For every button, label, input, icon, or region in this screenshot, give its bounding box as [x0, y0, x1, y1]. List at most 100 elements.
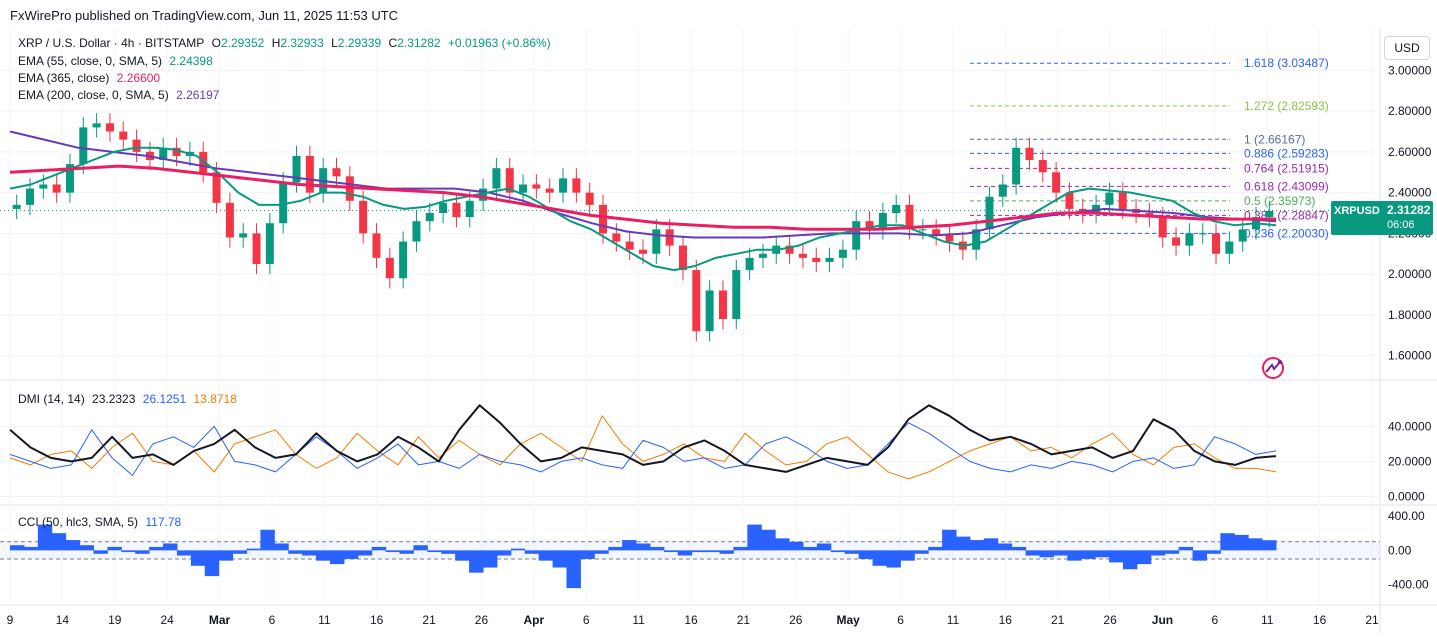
cci-bar: [552, 550, 567, 568]
candle-body: [105, 123, 114, 132]
tradingview-logo-icon[interactable]: [1260, 356, 1286, 380]
cci-bar: [622, 540, 637, 551]
dmi-plus-value: 26.1251: [142, 392, 187, 406]
cci-bar: [302, 550, 317, 556]
time-tick-label: 6: [583, 613, 590, 627]
cci-bar: [983, 538, 999, 551]
candle-body: [998, 184, 1007, 197]
candle-body: [785, 245, 794, 254]
ema365-value: 2.26600: [116, 71, 161, 85]
cci-bar: [789, 541, 804, 551]
ema-lines: [9, 130, 1277, 272]
cci-bar: [37, 524, 53, 551]
candle-body: [505, 168, 514, 193]
candle-body: [732, 270, 741, 320]
candle-body: [399, 241, 408, 279]
time-axis: 9 14 19 24 Mar 6 11 16 21 26 Apr 6 11 16 21 26 May 6 11 16 2…: [7, 613, 1379, 627]
time-tick-label: 16: [999, 613, 1013, 627]
open-label: O: [211, 36, 221, 50]
ema200-value: 2.26197: [176, 88, 220, 102]
price-tick-label: 1.80000: [1388, 308, 1432, 322]
candle-body: [385, 257, 394, 279]
cci-bar: [761, 529, 776, 551]
cci-bar: [566, 550, 581, 589]
cci-bar: [23, 546, 39, 551]
low-value: 2.29339: [337, 36, 382, 50]
cci-bar: [1122, 550, 1138, 570]
candle-body: [305, 155, 314, 193]
cci-bar: [149, 546, 164, 551]
time-tick-label: 26: [789, 613, 803, 627]
open-value: 2.29352: [220, 36, 265, 50]
cci-bar: [441, 550, 456, 554]
publisher-line: FxWirePro published on TradingView.com, …: [10, 8, 399, 23]
cci-bar: [1109, 550, 1124, 563]
candle-body: [225, 202, 234, 238]
candle-body: [372, 233, 381, 258]
time-tick-label: 26: [1103, 613, 1117, 627]
dmi-adx-line: [9, 404, 1277, 473]
ema365-legend[interactable]: EMA (365, close) 2.26600: [18, 71, 164, 85]
candle-body: [172, 147, 181, 156]
cci-bar: [371, 546, 387, 551]
high-label: H: [271, 36, 281, 50]
candle-body: [545, 188, 554, 193]
cci-legend[interactable]: CCI (50, hlc3, SMA, 5) 117.78: [18, 515, 185, 529]
ema55-legend[interactable]: EMA (55, close, 0, SMA, 5) 2.24398: [18, 54, 217, 68]
cci-bar: [135, 550, 150, 554]
time-tick-label: 6: [1212, 613, 1219, 627]
cci-bar: [93, 550, 108, 554]
symbol-legend[interactable]: XRP / U.S. Dollar · 4h · BITSTAMP O2.293…: [18, 36, 555, 50]
ticker-label: XRPUSD: [1334, 205, 1380, 217]
price-tick-label: 2.80000: [1388, 104, 1432, 118]
cci-bar: [1095, 550, 1110, 558]
cci-bar: [427, 550, 442, 553]
candle-body: [492, 168, 501, 189]
candle-body: [239, 233, 248, 238]
time-tick-label: May: [836, 613, 860, 627]
currency-button[interactable]: USD: [1384, 36, 1430, 60]
candle-body: [412, 221, 421, 242]
ema200-legend[interactable]: EMA (200, close, 0, SMA, 5) 2.26197: [18, 88, 223, 102]
cci-bar: [942, 529, 957, 551]
dmi-tick-label: 40.0000: [1388, 419, 1432, 433]
dmi-legend[interactable]: DMI (14, 14) 23.2323 26.1251 13.8718: [18, 392, 241, 406]
time-tick-label: 19: [108, 613, 122, 627]
cci-bar: [1192, 550, 1207, 561]
ema55-label: EMA (55, close, 0, SMA, 5): [18, 54, 163, 68]
cci-bar: [956, 536, 971, 551]
fib-level-label: 1 (2.66167): [1244, 132, 1305, 146]
cci-bar: [594, 550, 609, 554]
candle-body: [212, 172, 221, 203]
cci-pane: [0, 524, 1380, 589]
cci-bar: [747, 524, 762, 551]
candle-body: [1185, 233, 1194, 246]
fib-level-label: 0.886 (2.59283): [1244, 146, 1329, 160]
cci-bar: [1053, 550, 1068, 556]
cci-bar: [65, 540, 81, 551]
cci-bar: [997, 543, 1013, 551]
candle-body: [945, 235, 954, 242]
cci-bar: [10, 545, 25, 551]
candle-body: [825, 257, 834, 262]
time-tick-label: 16: [1313, 613, 1327, 627]
cci-bar: [218, 550, 234, 561]
time-tick-label: 16: [684, 613, 698, 627]
candle-body: [1238, 229, 1247, 242]
candle-body: [665, 229, 674, 246]
cci-bar: [1164, 550, 1180, 554]
candle-body: [479, 188, 488, 201]
price-tick-label: 1.60000: [1388, 349, 1432, 363]
price-tick-label: 2.60000: [1388, 145, 1432, 159]
cci-bar: [969, 540, 985, 551]
cci-bar: [1248, 538, 1263, 551]
time-tick-label: 16: [370, 613, 384, 627]
cci-bar: [538, 550, 554, 561]
time-tick-label: Apr: [524, 613, 545, 627]
cci-bar: [733, 546, 748, 551]
cci-bar: [329, 550, 345, 565]
fib-level-label: 0.236 (2.20030): [1244, 226, 1329, 240]
fib-level-label: 1.272 (2.82593): [1244, 99, 1329, 113]
low-label: L: [331, 36, 338, 50]
